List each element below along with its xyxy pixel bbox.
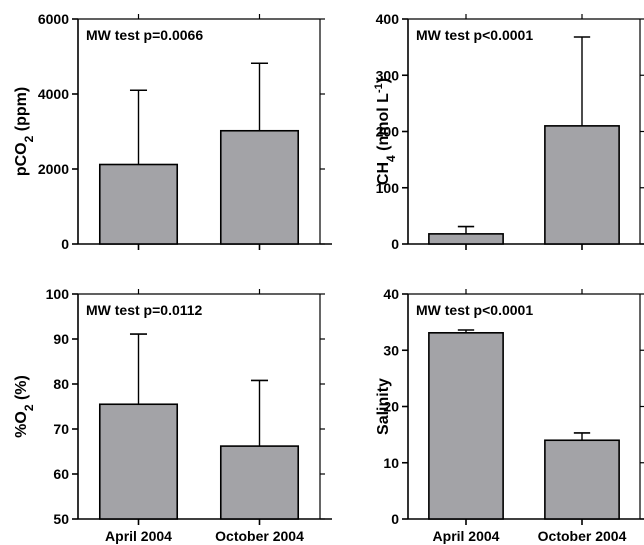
y-tick-label: 90	[53, 331, 69, 347]
y-tick-label: 100	[376, 180, 400, 196]
y-tick-label: 50	[53, 511, 69, 527]
bar	[544, 125, 620, 245]
y-axis-label-part: Salinity	[375, 378, 392, 435]
y-tick-label: 0	[391, 236, 399, 252]
y-tick-label: 0	[61, 236, 69, 252]
y-tick-label: 70	[53, 421, 69, 437]
y-tick-label: 2000	[38, 161, 69, 177]
chart-panel: 50 60 70 80 90 100 %O2 (%) April 2004 October 20…	[13, 286, 332, 544]
stat-test-annotation: MW test p<0.0001	[416, 302, 533, 318]
bar	[98, 163, 179, 245]
y-tick-label: 40	[383, 286, 399, 302]
annotation-background	[83, 26, 207, 44]
y-axis-label-part: -1	[373, 83, 385, 93]
y-tick-label: 60	[53, 466, 69, 482]
bar	[219, 129, 300, 245]
y-axis-label-part: pCO	[13, 142, 30, 176]
y-axis-label-part: CH	[375, 162, 392, 185]
annotation-background	[413, 301, 537, 319]
x-category-label: October 2004	[538, 528, 627, 544]
y-axis-label: %O2 (%)	[13, 375, 36, 438]
y-axis-label-part: 4	[384, 155, 398, 162]
y-tick-label: 100	[46, 286, 70, 302]
y-tick-label: 20	[383, 399, 399, 415]
y-axis-label-part: (ppm)	[13, 87, 30, 136]
x-category-label: April 2004	[105, 528, 172, 544]
bar	[98, 403, 179, 520]
annotation-background	[83, 301, 206, 319]
chart-panel: 0 100 200 300 400 CH4 (nmol L-1) MW test p<0.0…	[373, 11, 644, 252]
annotation-background	[413, 26, 537, 44]
stat-test-annotation: MW test p=0.0112	[86, 302, 203, 318]
y-tick-label: 10	[383, 455, 399, 471]
y-tick-label: 6000	[38, 11, 69, 27]
y-axis-label-part: (%)	[13, 375, 30, 404]
y-axis-label: pCO2 (ppm)	[13, 87, 36, 176]
y-axis-label-part: )	[375, 78, 392, 83]
bar	[544, 439, 620, 520]
y-tick-label: 300	[376, 67, 400, 83]
y-tick-label: 80	[53, 376, 69, 392]
chart-panel: 0 2000 4000 6000 pCO2 (ppm) MW test p=0.0066	[13, 11, 332, 252]
y-tick-label: 4000	[38, 86, 69, 102]
y-tick-label: 200	[376, 124, 400, 140]
stat-test-annotation: MW test p=0.0066	[86, 27, 203, 43]
bar	[219, 445, 300, 520]
y-axis-label-part: 2	[22, 404, 36, 411]
y-tick-label: 0	[391, 511, 399, 527]
y-tick-label: 30	[383, 342, 399, 358]
bar	[428, 233, 504, 245]
x-category-label: April 2004	[433, 528, 500, 544]
y-axis-label-part: (nmol L	[375, 93, 392, 155]
stat-test-annotation: MW test p<0.0001	[416, 27, 533, 43]
bar	[428, 332, 504, 520]
y-axis-label: Salinity	[375, 378, 392, 435]
chart-panel: 0 10 20 30 40 Salinity April 2004 October 2004 M…	[375, 286, 644, 544]
x-category-label: October 2004	[215, 528, 304, 544]
y-tick-label: 400	[376, 11, 400, 27]
y-axis-label-part: %O	[13, 411, 30, 438]
y-axis-label-part: 2	[22, 135, 36, 142]
y-axis-label: CH4 (nmol L-1)	[373, 78, 398, 185]
